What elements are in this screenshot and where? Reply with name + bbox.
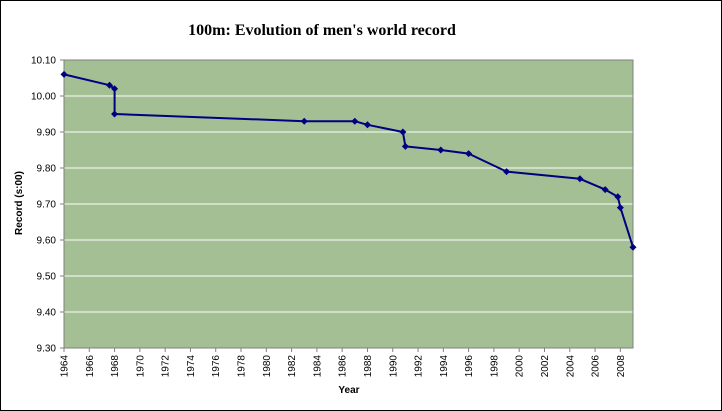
- x-tick-label: 1998: [489, 355, 500, 378]
- data-point: [465, 150, 473, 158]
- x-tick-label: 1978: [237, 355, 248, 378]
- data-point: [111, 110, 119, 118]
- data-point: [503, 168, 511, 176]
- x-tick-label: 1966: [85, 355, 96, 378]
- x-tick-label: 1976: [211, 355, 222, 378]
- data-point: [351, 117, 359, 125]
- x-tick-label: 1986: [338, 355, 349, 378]
- series-world-record: [60, 70, 637, 251]
- y-tick-label: 9.70: [37, 200, 57, 211]
- data-point: [363, 121, 371, 129]
- x-tick-label: 1968: [110, 355, 121, 378]
- x-tick-label: 1994: [439, 355, 450, 378]
- y-tick-label: 9.80: [37, 164, 57, 175]
- x-tick-label: 2004: [565, 355, 576, 378]
- x-tick-label: 1980: [262, 355, 273, 378]
- data-point: [401, 142, 409, 150]
- x-tick-label: 2002: [540, 355, 551, 378]
- y-tick-label: 9.50: [37, 272, 57, 283]
- y-tick-label: 9.40: [37, 308, 57, 319]
- data-point: [111, 85, 119, 93]
- data-point: [629, 243, 637, 251]
- x-tick-label: 1992: [414, 355, 425, 378]
- gridlines: [64, 95, 633, 313]
- y-tick-label: 9.90: [37, 128, 57, 139]
- x-tick-label: 2006: [591, 355, 602, 378]
- x-axis-label: Year: [338, 385, 359, 396]
- data-point: [300, 117, 308, 125]
- data-point: [437, 146, 445, 154]
- y-tick-label: 9.60: [37, 236, 57, 247]
- data-point: [399, 128, 407, 136]
- y-tick-label: 10.10: [31, 56, 56, 67]
- x-tick-label: 1970: [135, 355, 146, 378]
- x-tick-label: 1982: [287, 355, 298, 378]
- y-tick-labels: 10.10 10.00 9.90 9.80 9.70 9.60 9.50 9.40 9.30: [31, 56, 64, 355]
- data-point: [614, 193, 622, 201]
- y-axis-label: Record (s:00): [14, 171, 25, 235]
- y-tick-label: 9.30: [37, 344, 57, 355]
- x-tick-label: 1984: [312, 355, 323, 378]
- x-tick-label: 2008: [616, 355, 627, 378]
- data-point: [616, 204, 624, 212]
- x-tick-label: 1972: [161, 355, 172, 378]
- x-tick-label: 1964: [60, 355, 71, 378]
- data-point: [601, 186, 609, 194]
- data-point: [106, 81, 114, 89]
- data-point: [576, 175, 584, 183]
- x-tick-label: 1996: [464, 355, 475, 378]
- x-tick-label: 2000: [515, 355, 526, 378]
- x-tick-label: 1990: [388, 355, 399, 378]
- chart-title: 100m: Evolution of men's world record: [188, 22, 456, 39]
- x-tick-labels: 1964 1966 1968 1970 1972 1974 1976 1978 1980 1982…: [60, 348, 627, 377]
- data-point: [60, 70, 68, 78]
- x-tick-label: 1974: [186, 355, 197, 378]
- x-tick-label: 1988: [363, 355, 374, 378]
- y-tick-label: 10.00: [31, 92, 56, 103]
